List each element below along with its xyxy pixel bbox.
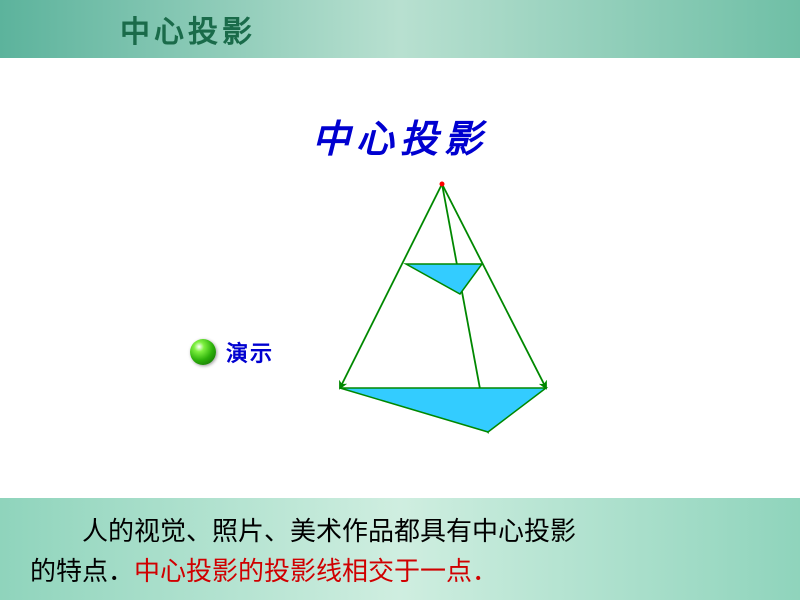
- main-area: 中心投影 演示: [0, 58, 800, 498]
- header-band: 中心投影: [0, 0, 800, 58]
- demo-button[interactable]: 演示: [190, 336, 274, 368]
- small-triangle: [406, 264, 482, 294]
- ray-left: [340, 184, 442, 388]
- main-title: 中心投影: [312, 108, 488, 163]
- footer-text-2: 的特点．: [30, 557, 134, 586]
- apex-point: [440, 182, 445, 187]
- projection-diagram: [310, 178, 570, 448]
- play-icon: [190, 339, 216, 365]
- large-triangle: [340, 388, 546, 432]
- demo-label: 演示: [226, 336, 274, 368]
- footer-band: 人的视觉、照片、美术作品都具有中心投影 的特点．中心投影的投影线相交于一点．: [0, 498, 800, 600]
- footer-text-red: 中心投影的投影线相交于一点．: [134, 557, 498, 586]
- header-title: 中心投影: [120, 7, 256, 51]
- footer-text-1: 人的视觉、照片、美术作品都具有中心投影: [30, 517, 576, 546]
